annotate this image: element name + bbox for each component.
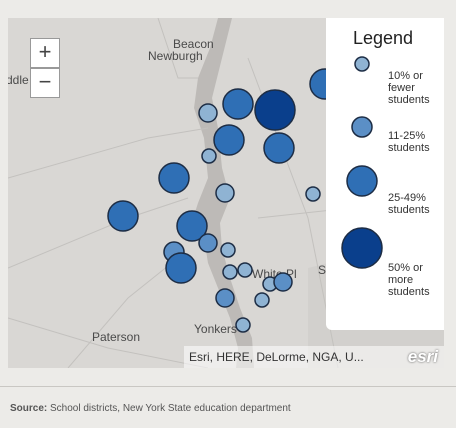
district-circle[interactable]	[213, 124, 245, 156]
zoom-out[interactable]: −	[30, 68, 60, 98]
district-circle[interactable]	[201, 148, 217, 164]
district-circle[interactable]	[165, 252, 197, 284]
legend-symbol	[346, 165, 378, 197]
district-circle[interactable]	[176, 210, 208, 242]
legend-symbols	[341, 56, 383, 269]
legend-symbol	[341, 227, 383, 269]
district-circle[interactable]	[263, 132, 295, 164]
district-circle[interactable]	[305, 186, 321, 202]
source-text: School districts, New York State educati…	[50, 403, 291, 414]
attribution-text: Esri, HERE, DeLorme, NGA, U...	[189, 350, 364, 364]
district-circle[interactable]	[198, 233, 218, 253]
place-label: S	[318, 263, 326, 277]
legend-symbol	[354, 56, 370, 72]
district-circle[interactable]	[220, 242, 236, 258]
legend-label: 11-25% students	[388, 130, 430, 154]
district-circle[interactable]	[237, 262, 253, 278]
legend-label: 25-49% students	[388, 192, 430, 216]
district-circle[interactable]	[235, 317, 251, 333]
place-label: Yonkers	[194, 322, 237, 336]
source: Source: School districts, New York State…	[10, 403, 291, 414]
district-circle[interactable]	[254, 292, 270, 308]
place-label: ddle	[8, 73, 29, 87]
district-circle[interactable]	[215, 288, 235, 308]
district-circle[interactable]	[215, 183, 235, 203]
district-circle[interactable]	[198, 103, 218, 123]
legend-label: 50% or more students	[388, 262, 430, 298]
district-circle[interactable]	[254, 89, 296, 131]
legend-title: Legend	[353, 28, 414, 48]
district-circle[interactable]	[222, 264, 238, 280]
logo: esri	[407, 347, 438, 366]
district-circle[interactable]	[158, 162, 190, 194]
district-circle[interactable]	[222, 88, 254, 120]
legend: Legend 10% or fewer students 11-25% stud…	[326, 18, 444, 330]
source-label: Source:	[10, 403, 48, 414]
district-circle[interactable]	[273, 272, 293, 292]
map[interactable]: Beacon Newburgh ddle Paterson Yonkers Wh…	[8, 18, 444, 368]
district-markers	[107, 68, 341, 333]
attribution: Esri, HERE, DeLorme, NGA, U... esri	[184, 346, 444, 368]
legend-symbol	[351, 116, 373, 138]
district-circle[interactable]	[107, 200, 139, 232]
place-label: Beacon	[173, 37, 214, 51]
place-label: Paterson	[92, 330, 140, 344]
zoom-in[interactable]: +	[30, 38, 60, 68]
legend-label: 10% or fewer students	[388, 70, 430, 106]
place-label: Newburgh	[148, 49, 203, 63]
divider	[0, 386, 456, 387]
